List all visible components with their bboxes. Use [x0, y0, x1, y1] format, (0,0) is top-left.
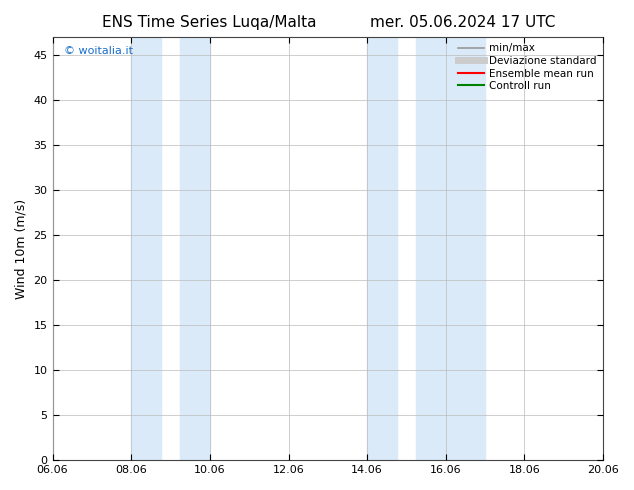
Legend: min/max, Deviazione standard, Ensemble mean run, Controll run: min/max, Deviazione standard, Ensemble m…	[454, 39, 601, 95]
Bar	[180, 37, 210, 460]
Text: mer. 05.06.2024 17 UTC: mer. 05.06.2024 17 UTC	[370, 15, 555, 30]
Bar	[367, 37, 397, 460]
Bar	[131, 37, 160, 460]
Y-axis label: Wind 10m (m/s): Wind 10m (m/s)	[15, 198, 28, 299]
Text: © woitalia.it: © woitalia.it	[63, 46, 133, 55]
Bar	[417, 37, 485, 460]
Text: ENS Time Series Luqa/Malta: ENS Time Series Luqa/Malta	[102, 15, 316, 30]
